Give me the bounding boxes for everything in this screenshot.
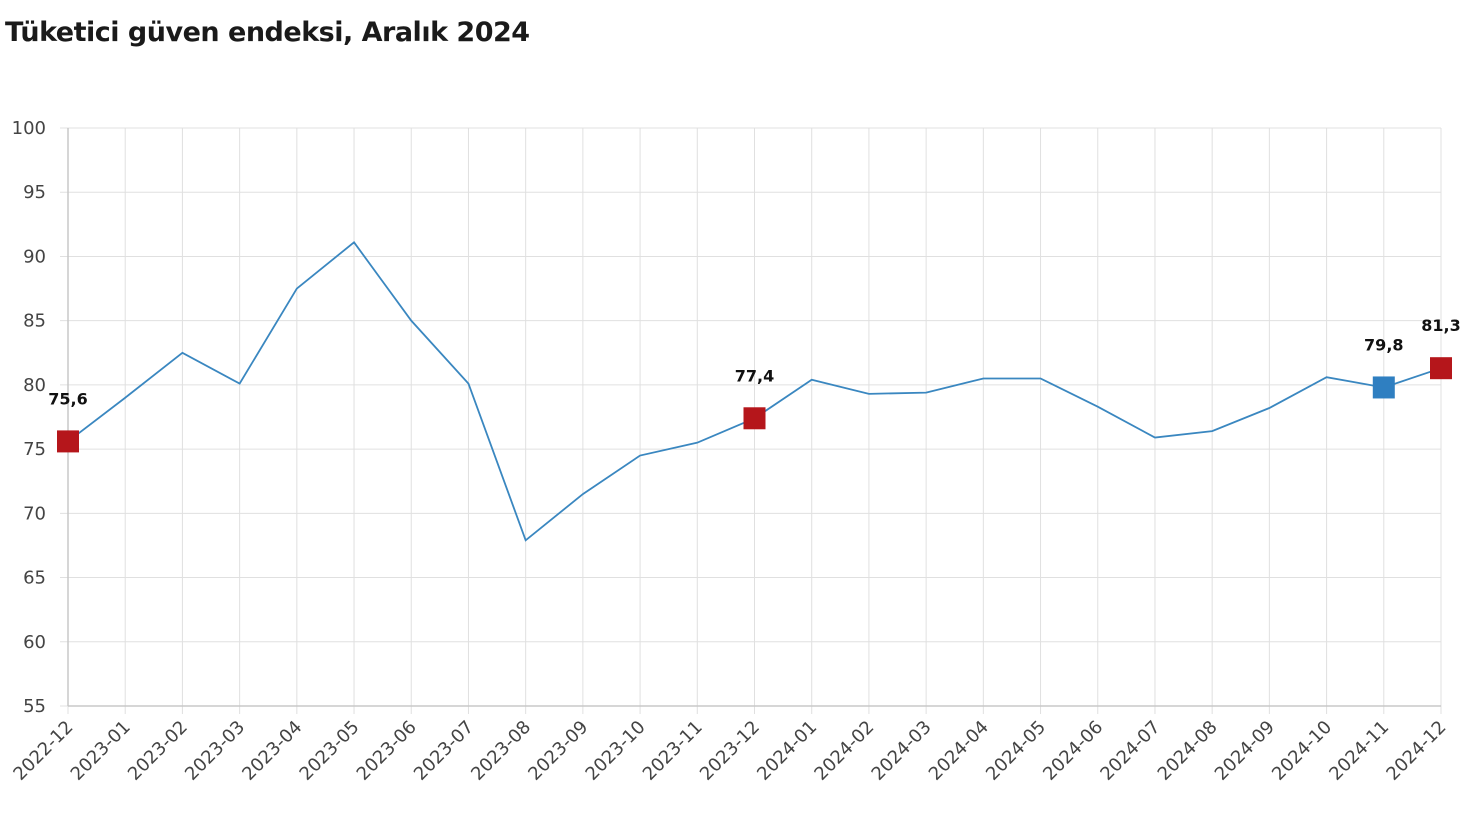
x-tick-label: 2022-12 bbox=[9, 717, 77, 785]
x-tick-label: 2023-09 bbox=[524, 717, 592, 785]
x-tick-label: 2024-02 bbox=[810, 717, 878, 785]
x-tick-label: 2024-03 bbox=[868, 717, 936, 785]
data-label: 75,6 bbox=[48, 389, 87, 408]
x-tick-label: 2024-07 bbox=[1096, 717, 1164, 785]
y-tick-label: 65 bbox=[23, 568, 46, 589]
y-tick-label: 80 bbox=[23, 375, 46, 396]
y-tick-label: 100 bbox=[12, 118, 46, 139]
x-tick-label: 2024-01 bbox=[753, 717, 821, 785]
x-tick-label: 2024-05 bbox=[982, 717, 1050, 785]
data-label: 79,8 bbox=[1364, 335, 1403, 354]
y-tick-label: 95 bbox=[23, 182, 46, 203]
x-tick-label: 2023-01 bbox=[67, 717, 135, 785]
y-tick-label: 55 bbox=[23, 696, 46, 717]
highlight-marker bbox=[57, 430, 79, 453]
y-tick-label: 90 bbox=[23, 246, 46, 267]
y-tick-label: 75 bbox=[23, 439, 46, 460]
x-tick-label: 2023-06 bbox=[353, 717, 421, 785]
x-tick-label: 2024-06 bbox=[1039, 717, 1107, 785]
y-tick-label: 85 bbox=[23, 311, 46, 332]
y-tick-label: 60 bbox=[23, 632, 46, 653]
highlight-marker bbox=[743, 407, 766, 430]
x-tick-label: 2024-11 bbox=[1325, 717, 1393, 785]
highlight-marker bbox=[1372, 376, 1395, 399]
x-tick-label: 2023-08 bbox=[467, 717, 535, 785]
highlight-marker bbox=[1430, 357, 1452, 380]
x-tick-label: 2023-11 bbox=[639, 717, 707, 785]
x-tick-label: 2023-02 bbox=[124, 717, 192, 785]
x-tick-label: 2023-03 bbox=[181, 717, 249, 785]
x-tick-label: 2023-12 bbox=[696, 717, 764, 785]
x-tick-label: 2024-04 bbox=[925, 717, 993, 785]
x-tick-label: 2023-05 bbox=[296, 717, 364, 785]
x-tick-label: 2023-04 bbox=[238, 717, 306, 785]
data-label: 77,4 bbox=[735, 366, 774, 385]
x-tick-label: 2024-12 bbox=[1382, 717, 1450, 785]
x-tick-label: 2023-07 bbox=[410, 717, 478, 785]
x-tick-label: 2024-10 bbox=[1268, 717, 1336, 785]
chart-title: Tüketici güven endeksi, Aralık 2024 bbox=[5, 17, 530, 48]
y-tick-label: 70 bbox=[23, 503, 46, 524]
x-tick-label: 2024-09 bbox=[1211, 717, 1279, 785]
x-tick-label: 2024-08 bbox=[1154, 717, 1222, 785]
data-label: 81,3 bbox=[1421, 316, 1460, 335]
x-tick-label: 2023-10 bbox=[582, 717, 650, 785]
